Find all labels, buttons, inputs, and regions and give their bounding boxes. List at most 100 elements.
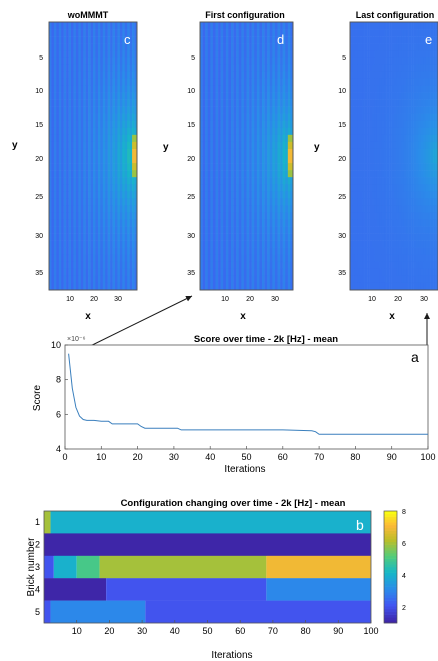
field-cell bbox=[435, 184, 438, 192]
field-cell bbox=[100, 64, 104, 72]
field-cell bbox=[401, 43, 405, 51]
field-cell bbox=[246, 57, 250, 65]
field-cell bbox=[359, 205, 363, 213]
x-tick-label: 60 bbox=[278, 452, 288, 462]
field-cell bbox=[53, 254, 57, 263]
field-cell bbox=[105, 261, 108, 270]
field-cell bbox=[205, 212, 209, 220]
field-cell bbox=[90, 99, 94, 107]
field-cell bbox=[71, 50, 74, 58]
field-cell bbox=[389, 226, 392, 234]
field-cell bbox=[374, 85, 378, 93]
field-cell bbox=[411, 127, 414, 136]
field-cell bbox=[282, 254, 286, 263]
field-cell bbox=[129, 198, 133, 206]
field-cell bbox=[394, 219, 397, 227]
field-cell bbox=[223, 212, 227, 220]
field-cell bbox=[274, 170, 278, 178]
field-cell bbox=[376, 205, 380, 213]
field-cell bbox=[290, 261, 294, 270]
field-cell bbox=[406, 268, 409, 277]
field-cell bbox=[249, 78, 252, 86]
field-cell bbox=[362, 198, 365, 206]
field-cell bbox=[408, 282, 412, 291]
field-cell bbox=[212, 127, 216, 136]
field-cell bbox=[269, 191, 273, 199]
field-cell bbox=[243, 240, 247, 248]
field-cell bbox=[416, 50, 419, 58]
field-cell bbox=[398, 268, 402, 277]
field-cell bbox=[49, 282, 52, 291]
field-cell bbox=[105, 78, 108, 86]
field-cell bbox=[354, 22, 358, 30]
field-cell bbox=[220, 205, 224, 213]
field-cell bbox=[112, 43, 116, 51]
heatmap-cell bbox=[50, 600, 146, 624]
field-cell bbox=[117, 64, 121, 72]
field-cell bbox=[386, 205, 390, 213]
field-cell bbox=[236, 92, 240, 100]
y-tick-label: 10 bbox=[51, 340, 61, 350]
field-cell bbox=[88, 127, 91, 136]
field-cell bbox=[124, 36, 128, 44]
colorbar-segment bbox=[384, 578, 397, 582]
field-cell bbox=[384, 127, 387, 136]
field-cell bbox=[423, 240, 427, 248]
field-cell bbox=[228, 71, 232, 79]
field-cell bbox=[132, 177, 135, 185]
field-cell bbox=[112, 226, 116, 234]
field-cell bbox=[71, 71, 74, 79]
field-cell bbox=[80, 268, 84, 277]
field-cell bbox=[352, 50, 356, 58]
field-cell bbox=[418, 184, 422, 192]
field-cell bbox=[256, 275, 260, 284]
field-cell bbox=[435, 275, 438, 284]
field-cell bbox=[215, 57, 219, 65]
field-cell bbox=[408, 50, 412, 58]
field-cell bbox=[376, 282, 380, 291]
field-cell bbox=[134, 275, 138, 284]
field-cell bbox=[394, 50, 397, 58]
field-cell bbox=[207, 254, 211, 263]
field-cell bbox=[83, 127, 86, 136]
field-cell bbox=[287, 198, 291, 206]
field-cell bbox=[430, 268, 434, 277]
field-cell bbox=[259, 177, 263, 185]
field-cell bbox=[350, 282, 353, 291]
field-cell bbox=[262, 148, 265, 157]
field-cell bbox=[433, 240, 436, 248]
field-cell bbox=[246, 205, 250, 213]
field-cell bbox=[396, 106, 400, 114]
field-cell bbox=[381, 78, 385, 86]
field-cell bbox=[386, 127, 390, 136]
field-cell bbox=[389, 78, 392, 86]
field-cell bbox=[285, 268, 289, 277]
field-cell bbox=[228, 233, 232, 241]
field-cell bbox=[243, 247, 247, 256]
field-cell bbox=[205, 205, 209, 213]
colorbar-segment bbox=[384, 527, 397, 531]
field-cell bbox=[129, 92, 133, 100]
field-cell bbox=[290, 113, 294, 122]
field-cell bbox=[129, 22, 133, 30]
field-cell bbox=[262, 106, 265, 114]
field-cell bbox=[127, 134, 130, 143]
field-cell bbox=[251, 120, 255, 129]
field-cell bbox=[238, 71, 242, 79]
field-cell bbox=[416, 198, 419, 206]
field-cell bbox=[85, 71, 89, 79]
field-cell bbox=[285, 113, 289, 122]
field-cell bbox=[274, 57, 278, 65]
field-cell bbox=[51, 92, 55, 100]
field-cell bbox=[262, 85, 265, 93]
field-cell bbox=[107, 78, 111, 86]
field-cell bbox=[246, 113, 250, 122]
field-cell bbox=[398, 247, 402, 256]
field-cell bbox=[115, 43, 118, 51]
field-cell bbox=[251, 212, 255, 220]
field-cell bbox=[264, 268, 268, 277]
field-cell bbox=[350, 85, 353, 93]
field-cell bbox=[58, 191, 62, 199]
field-cell bbox=[285, 22, 289, 30]
field-cell bbox=[66, 254, 69, 263]
